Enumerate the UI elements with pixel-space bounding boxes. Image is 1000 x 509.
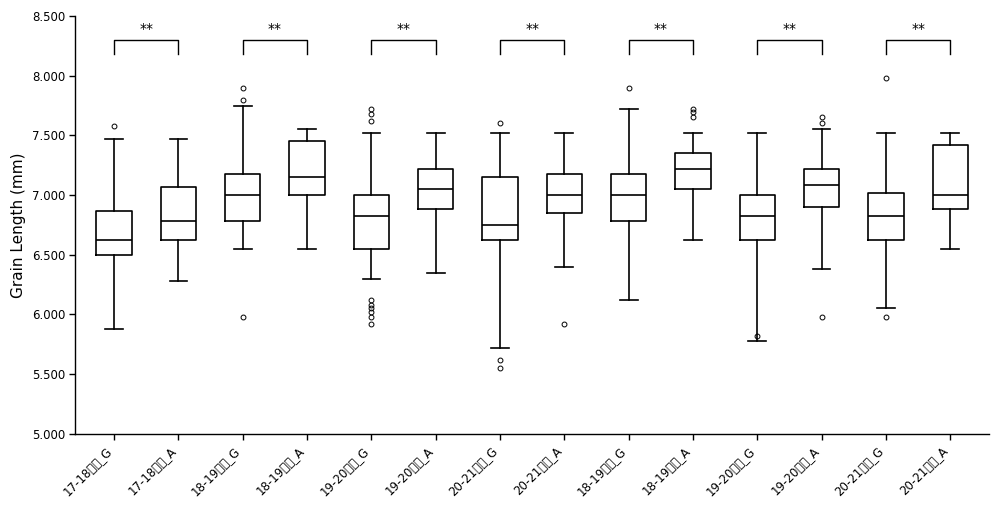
Text: **: ** [654, 22, 668, 36]
Text: **: ** [268, 22, 282, 36]
Text: **: ** [397, 22, 411, 36]
Y-axis label: Grain Length (mm): Grain Length (mm) [11, 152, 26, 298]
Text: **: ** [525, 22, 539, 36]
Text: **: ** [782, 22, 796, 36]
Text: **: ** [139, 22, 153, 36]
Text: **: ** [911, 22, 925, 36]
